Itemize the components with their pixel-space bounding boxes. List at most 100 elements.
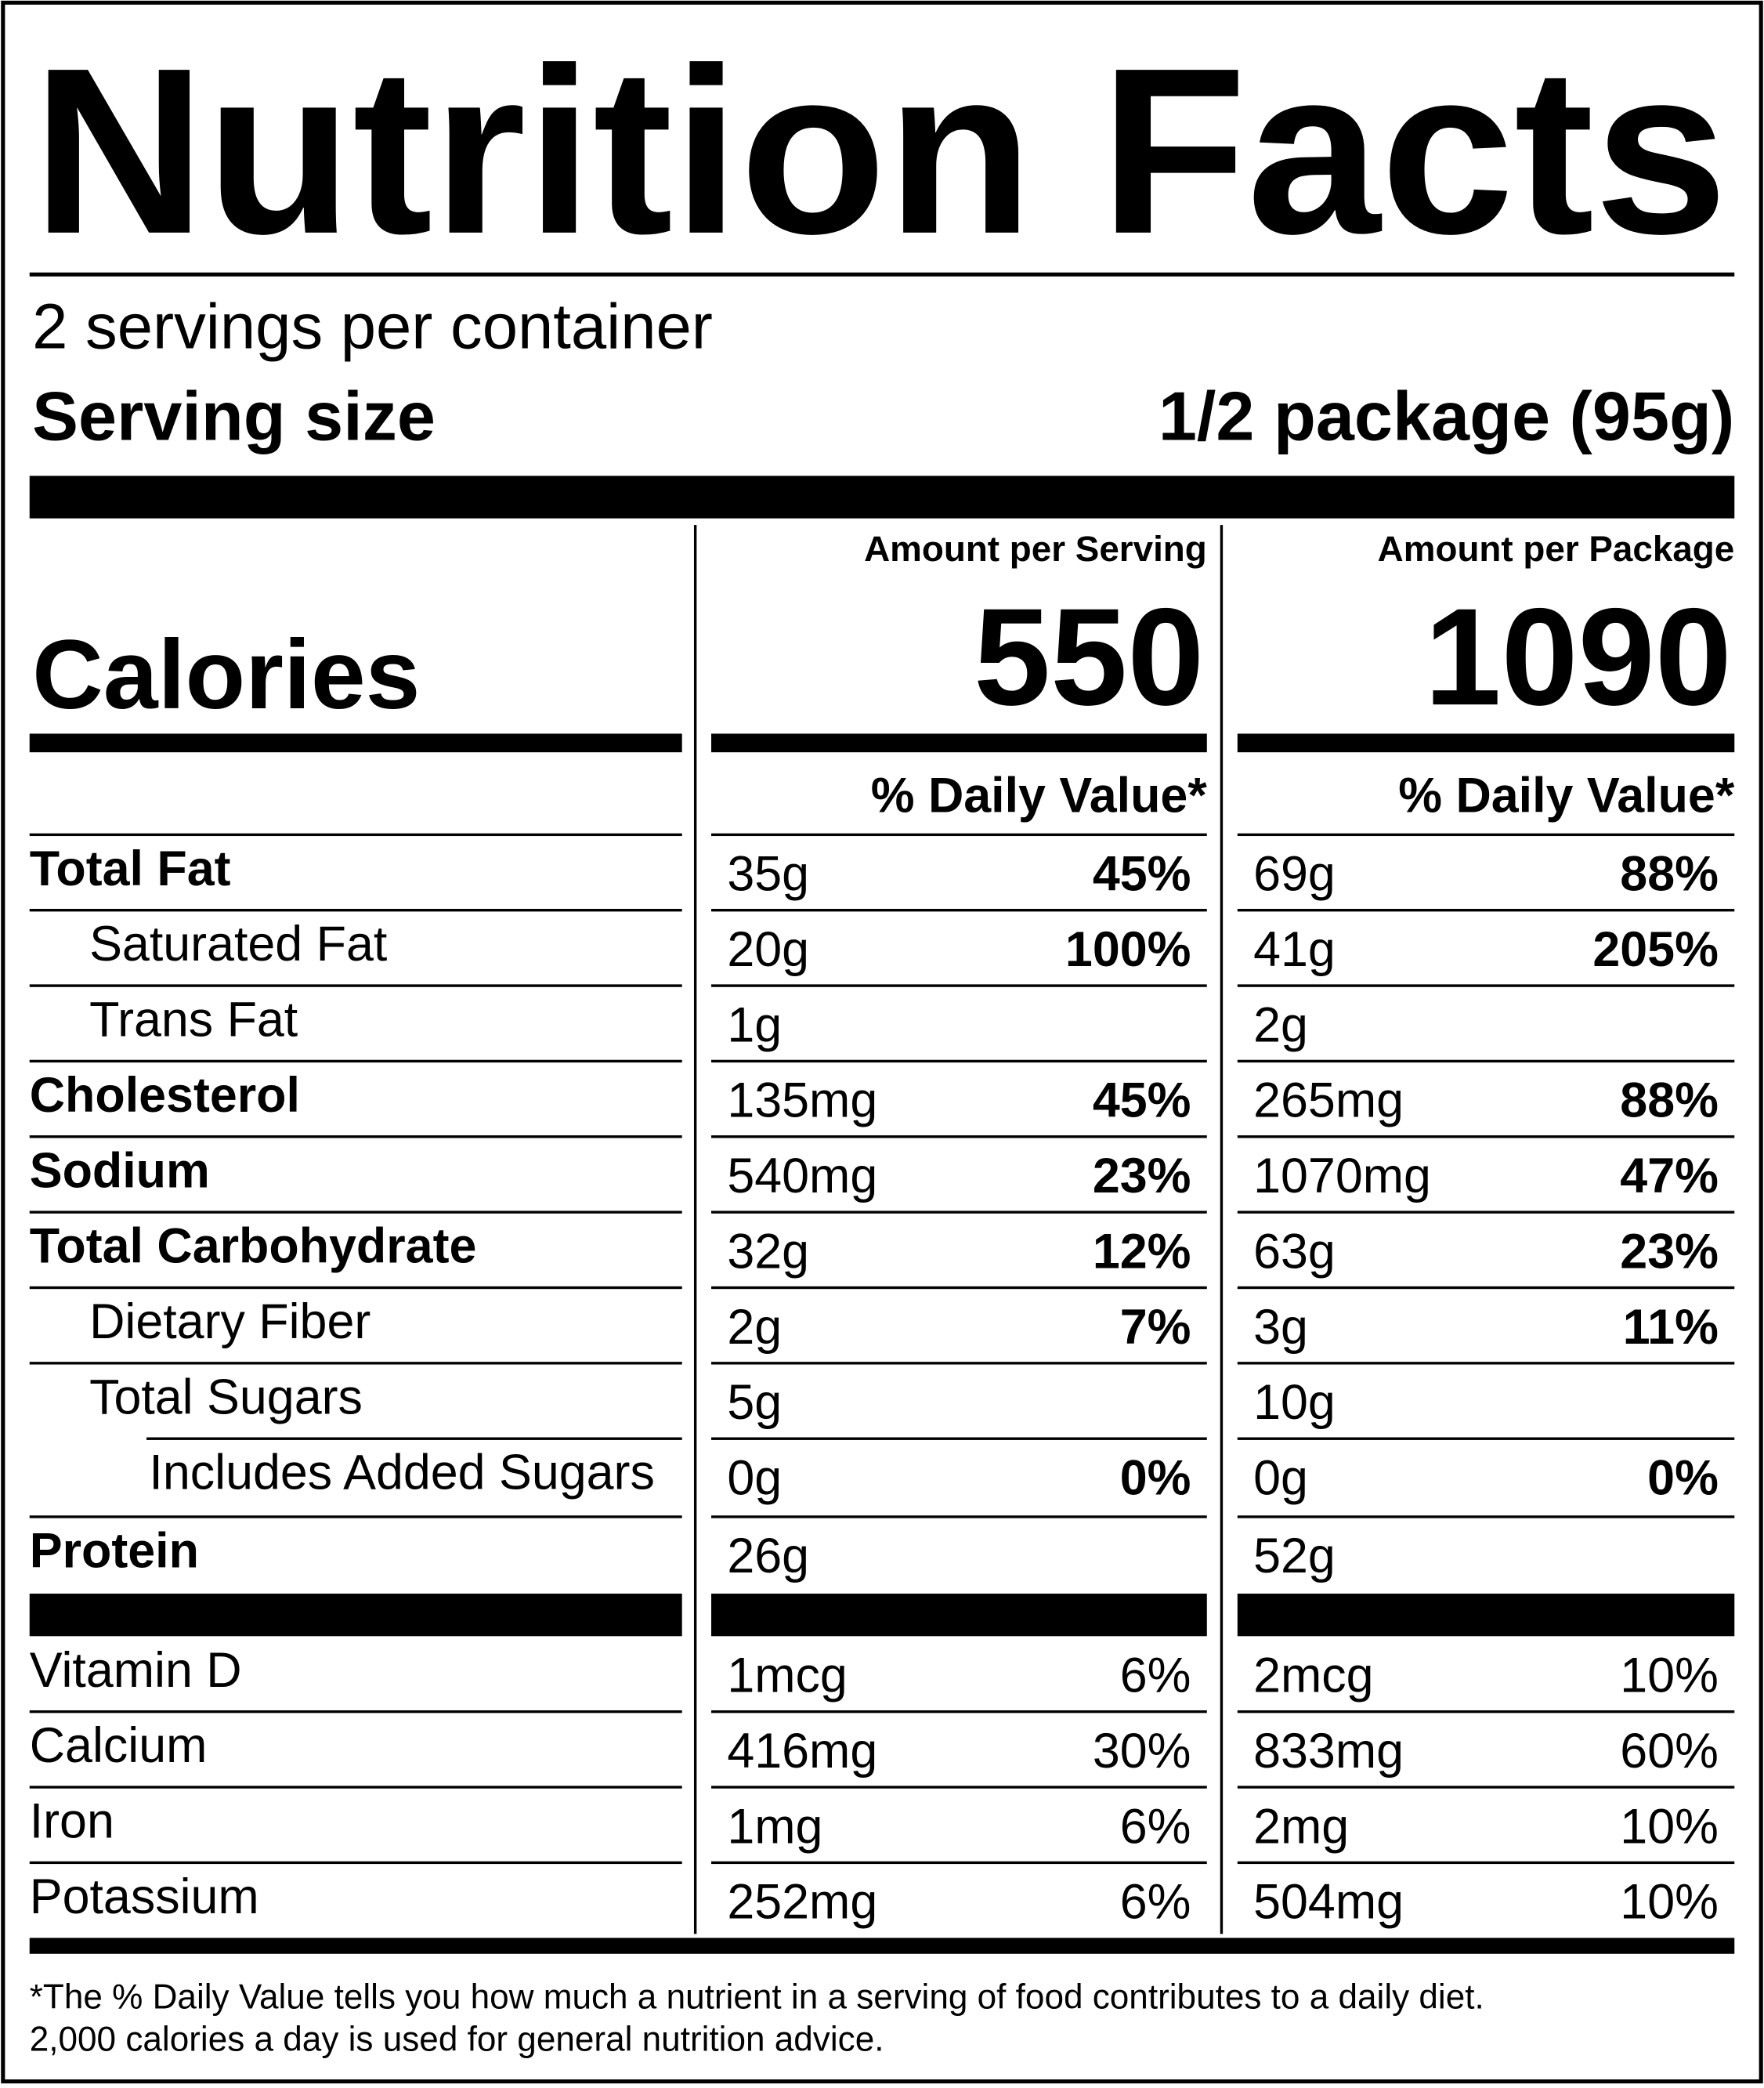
nutrient-amount: 1g bbox=[727, 997, 782, 1052]
calories-value: 1090 bbox=[1424, 580, 1731, 734]
row-rule bbox=[1237, 1437, 1735, 1440]
nutrient-dv: 0% bbox=[1647, 1450, 1719, 1505]
row-rule bbox=[29, 1515, 682, 1518]
row-rule bbox=[1237, 833, 1735, 837]
column-divider bbox=[1220, 525, 1224, 1934]
row-rule bbox=[29, 1210, 682, 1214]
row-rule bbox=[1237, 1059, 1735, 1063]
thick-bar bbox=[29, 1594, 682, 1637]
row-rule bbox=[1237, 1362, 1735, 1365]
nutrient-dv: 100% bbox=[1065, 922, 1191, 977]
row-rule bbox=[711, 1210, 1207, 1214]
nutrient-amount: 0g bbox=[1253, 1450, 1308, 1505]
row-rule bbox=[1237, 1710, 1735, 1713]
nutrient-dv: 60% bbox=[1620, 1724, 1719, 1779]
row-rule bbox=[711, 1786, 1207, 1789]
row-rule bbox=[29, 1861, 682, 1865]
row-rule bbox=[711, 833, 1207, 837]
row-rule bbox=[1237, 984, 1735, 987]
column-header: Amount per Package bbox=[1378, 529, 1735, 569]
nutrient-name: Calcium bbox=[30, 1718, 208, 1773]
thick-bar bbox=[1237, 1594, 1735, 1637]
row-rule bbox=[711, 909, 1207, 912]
nutrient-amount: 26g bbox=[727, 1529, 809, 1583]
calories-value: 550 bbox=[974, 580, 1204, 734]
nutrient-dv: 205% bbox=[1592, 922, 1719, 977]
nutrient-dv: 10% bbox=[1620, 1648, 1719, 1703]
nutrient-name: Potassium bbox=[30, 1869, 259, 1924]
nutrient-amount: 252mg bbox=[727, 1875, 877, 1930]
nutrient-amount: 3g bbox=[1253, 1300, 1308, 1355]
row-rule bbox=[29, 1710, 682, 1713]
nutrient-dv: 88% bbox=[1620, 1073, 1719, 1128]
row-rule bbox=[1237, 1515, 1735, 1518]
column-divider bbox=[693, 525, 697, 1934]
row-rule bbox=[711, 1861, 1207, 1865]
nutrient-dv: 6% bbox=[1120, 1799, 1191, 1854]
row-rule bbox=[29, 984, 682, 987]
row-rule bbox=[146, 1437, 682, 1440]
nutrient-name: Saturated Fat bbox=[89, 917, 387, 972]
nutrient-amount: 1070mg bbox=[1253, 1149, 1431, 1203]
row-rule bbox=[711, 1710, 1207, 1713]
nutrient-amount: 10g bbox=[1253, 1375, 1336, 1430]
footnote: *The % Daily Value tells you how much a … bbox=[30, 1978, 1484, 2016]
row-rule bbox=[711, 984, 1207, 987]
thick-bar bbox=[711, 1594, 1207, 1637]
nutrient-dv: 0% bbox=[1120, 1450, 1191, 1505]
row-rule bbox=[1237, 909, 1735, 912]
nutrient-amount: 35g bbox=[727, 847, 809, 902]
nutrient-dv: 23% bbox=[1093, 1149, 1191, 1203]
daily-value-header: % Daily Value* bbox=[1398, 769, 1735, 823]
row-rule bbox=[1237, 1210, 1735, 1214]
nutrient-name: Protein bbox=[30, 1523, 199, 1578]
row-rule bbox=[711, 1362, 1207, 1365]
rule bbox=[29, 272, 1735, 277]
nutrient-amount: 833mg bbox=[1253, 1724, 1404, 1779]
nutrient-dv: 30% bbox=[1093, 1724, 1191, 1779]
nutrient-amount: 135mg bbox=[727, 1073, 877, 1128]
nutrient-amount: 32g bbox=[727, 1224, 809, 1279]
title: Nutrition Facts bbox=[32, 19, 1728, 283]
nutrient-name: Cholesterol bbox=[30, 1068, 300, 1123]
nutrient-name: Vitamin D bbox=[30, 1643, 242, 1698]
nutrient-amount: 2g bbox=[727, 1300, 782, 1355]
nutrient-dv: 12% bbox=[1093, 1224, 1191, 1279]
nutrient-dv: 45% bbox=[1093, 847, 1191, 902]
thick-bar bbox=[711, 733, 1207, 753]
row-rule bbox=[29, 833, 682, 837]
row-rule bbox=[1237, 1861, 1735, 1865]
nutrient-dv: 6% bbox=[1120, 1648, 1191, 1703]
nutrient-name: Dietary Fiber bbox=[89, 1294, 371, 1349]
nutrient-amount: 416mg bbox=[727, 1724, 877, 1779]
row-rule bbox=[29, 1059, 682, 1063]
row-rule bbox=[1237, 1786, 1735, 1789]
nutrient-amount: 20g bbox=[727, 922, 809, 977]
serving-size-value: 1/2 package (95g) bbox=[1159, 378, 1734, 455]
nutrient-name: Trans Fat bbox=[89, 993, 298, 1048]
nutrient-dv: 47% bbox=[1620, 1149, 1719, 1203]
column-header: Amount per Serving bbox=[864, 529, 1207, 569]
row-rule bbox=[711, 1135, 1207, 1138]
nutrient-amount: 69g bbox=[1253, 847, 1336, 902]
nutrient-dv: 6% bbox=[1120, 1875, 1191, 1930]
thick-bar bbox=[29, 733, 682, 753]
nutrient-dv: 23% bbox=[1620, 1224, 1719, 1279]
thick-bar bbox=[29, 476, 1735, 519]
nutrient-amount: 504mg bbox=[1253, 1875, 1404, 1930]
nutrient-dv: 45% bbox=[1093, 1073, 1191, 1128]
serving-size-label: Serving size bbox=[32, 378, 436, 455]
row-rule bbox=[29, 1786, 682, 1789]
nutrient-amount: 1mg bbox=[727, 1799, 822, 1854]
calories-label: Calories bbox=[32, 619, 420, 729]
nutrient-name: Total Fat bbox=[30, 841, 231, 896]
nutrient-dv: 10% bbox=[1620, 1799, 1719, 1854]
nutrient-amount: 63g bbox=[1253, 1224, 1336, 1279]
nutrient-dv: 7% bbox=[1120, 1300, 1191, 1355]
row-rule bbox=[29, 1135, 682, 1138]
nutrient-dv: 10% bbox=[1620, 1875, 1719, 1930]
nutrient-name: Includes Added Sugars bbox=[149, 1446, 654, 1500]
nutrient-name: Total Carbohydrate bbox=[30, 1219, 477, 1274]
